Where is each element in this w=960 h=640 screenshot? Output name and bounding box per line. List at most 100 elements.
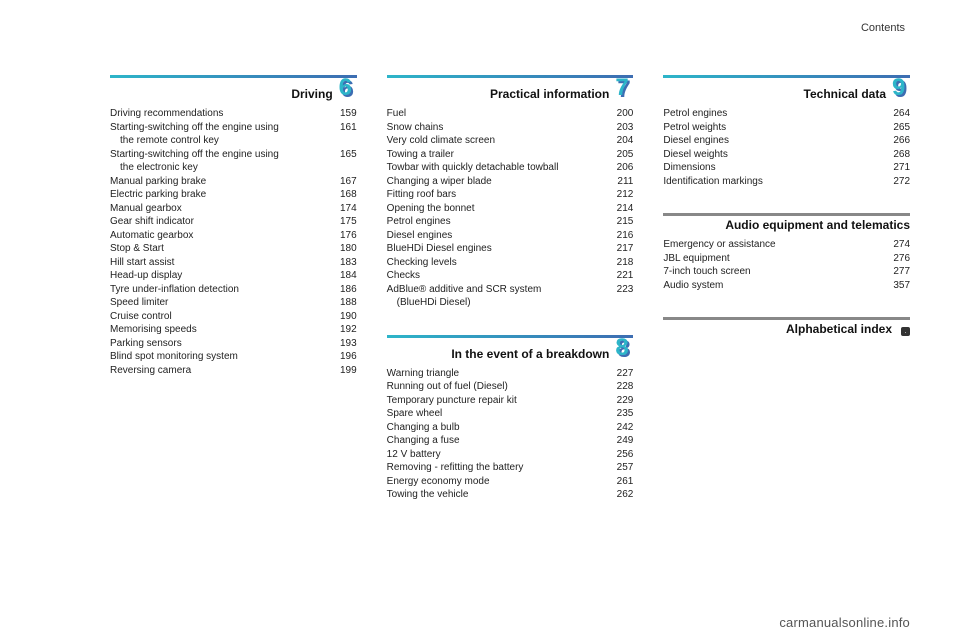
toc-entry[interactable]: Cruise control190 bbox=[110, 310, 357, 324]
toc-entry[interactable]: Driving recommendations159 bbox=[110, 107, 357, 121]
toc-entry-title: Head-up display bbox=[110, 269, 327, 283]
toc-entry[interactable]: 12 V battery256 bbox=[387, 448, 634, 462]
toc-entry[interactable]: Changing a fuse249 bbox=[387, 434, 634, 448]
toc-entry[interactable]: Starting-switching off the engine usingt… bbox=[110, 121, 357, 148]
toc-entry[interactable]: Checking levels218 bbox=[387, 256, 634, 270]
toc-entry[interactable]: Energy economy mode261 bbox=[387, 475, 634, 489]
toc-entry[interactable]: Emergency or assistance274 bbox=[663, 238, 910, 252]
chapter-number-fg: 7 bbox=[615, 74, 628, 102]
toc-entry-title: Opening the bonnet bbox=[387, 202, 604, 216]
toc-entry-title: AdBlue® additive and SCR system(BlueHDi … bbox=[387, 283, 604, 310]
toc-entry-title: Checking levels bbox=[387, 256, 604, 270]
toc-entry[interactable]: Audio system357 bbox=[663, 279, 910, 293]
toc-entry-title: Parking sensors bbox=[110, 337, 327, 351]
toc-entry[interactable]: Gear shift indicator175 bbox=[110, 215, 357, 229]
toc-entry-title: Warning triangle bbox=[387, 367, 604, 381]
toc-entry[interactable]: Manual parking brake167 bbox=[110, 175, 357, 189]
toc-entry-title: Diesel engines bbox=[663, 134, 880, 148]
toc-entry[interactable]: Parking sensors193 bbox=[110, 337, 357, 351]
toc-entry-page: 205 bbox=[603, 148, 633, 162]
toc-entry[interactable]: Warning triangle227 bbox=[387, 367, 634, 381]
toc-entry[interactable]: Petrol engines215 bbox=[387, 215, 634, 229]
section-rule bbox=[663, 317, 910, 320]
toc-entry-title: Speed limiter bbox=[110, 296, 327, 310]
toc-entry-page: 184 bbox=[327, 269, 357, 283]
toc-entry-title: Very cold climate screen bbox=[387, 134, 604, 148]
chapter-number-fg: 8 bbox=[615, 334, 628, 362]
toc-entry[interactable]: Very cold climate screen204 bbox=[387, 134, 634, 148]
toc-entry-page: 265 bbox=[880, 121, 910, 135]
toc-entry[interactable]: Diesel engines216 bbox=[387, 229, 634, 243]
toc-entry[interactable]: BlueHDi Diesel engines217 bbox=[387, 242, 634, 256]
toc-entry[interactable]: Towbar with quickly detachable towball20… bbox=[387, 161, 634, 175]
toc-entry[interactable]: Diesel weights268 bbox=[663, 148, 910, 162]
toc-entry[interactable]: Snow chains203 bbox=[387, 121, 634, 135]
toc-entry-title: Memorising speeds bbox=[110, 323, 327, 337]
toc-entry-title-cont: (BlueHDi Diesel) bbox=[387, 296, 590, 310]
toc-entry[interactable]: Removing - refitting the battery257 bbox=[387, 461, 634, 475]
toc-entry-title: JBL equipment bbox=[663, 252, 880, 266]
toc-entry-page: 264 bbox=[880, 107, 910, 121]
toc-entry[interactable]: Petrol engines264 bbox=[663, 107, 910, 121]
toc-entry[interactable]: Stop & Start180 bbox=[110, 242, 357, 256]
column: Technical data99 Petrol engines264Petrol … bbox=[663, 75, 910, 527]
toc-entry[interactable]: Manual gearbox174 bbox=[110, 202, 357, 216]
toc-entry[interactable]: Speed limiter188 bbox=[110, 296, 357, 310]
toc-entry-page: 228 bbox=[603, 380, 633, 394]
section-head: In the event of a breakdown88 bbox=[387, 335, 634, 361]
toc-entry-page: 180 bbox=[327, 242, 357, 256]
toc-entry[interactable]: Changing a wiper blade211 bbox=[387, 175, 634, 189]
toc-entry[interactable]: Hill start assist183 bbox=[110, 256, 357, 270]
toc-entry[interactable]: AdBlue® additive and SCR system(BlueHDi … bbox=[387, 283, 634, 310]
toc-entry[interactable]: Tyre under-inflation detection186 bbox=[110, 283, 357, 297]
toc-entry[interactable]: Identification markings272 bbox=[663, 175, 910, 189]
chapter-number: 88 bbox=[615, 334, 639, 358]
toc-entry[interactable]: Opening the bonnet214 bbox=[387, 202, 634, 216]
toc-entry[interactable]: Head-up display184 bbox=[110, 269, 357, 283]
section-rule bbox=[663, 75, 910, 78]
section-head: Technical data99 bbox=[663, 75, 910, 101]
toc-entry[interactable]: Blind spot monitoring system196 bbox=[110, 350, 357, 364]
toc-entry[interactable]: Fitting roof bars212 bbox=[387, 188, 634, 202]
toc-entry[interactable]: Reversing camera199 bbox=[110, 364, 357, 378]
toc-entry-title: Towing a trailer bbox=[387, 148, 604, 162]
toc-entry-title: Starting-switching off the engine usingt… bbox=[110, 148, 327, 175]
toc-entry[interactable]: Diesel engines266 bbox=[663, 134, 910, 148]
toc-entry[interactable]: Temporary puncture repair kit229 bbox=[387, 394, 634, 408]
toc-entry[interactable]: Automatic gearbox176 bbox=[110, 229, 357, 243]
toc-entry[interactable]: Spare wheel235 bbox=[387, 407, 634, 421]
toc-entry[interactable]: Starting-switching off the engine usingt… bbox=[110, 148, 357, 175]
toc-entry[interactable]: Fuel200 bbox=[387, 107, 634, 121]
toc-entry[interactable]: JBL equipment276 bbox=[663, 252, 910, 266]
toc-section: Audio equipment and telematicsEmergency … bbox=[663, 213, 910, 292]
toc-entry-title: Gear shift indicator bbox=[110, 215, 327, 229]
toc-entry[interactable]: Dimensions271 bbox=[663, 161, 910, 175]
section-rule bbox=[110, 75, 357, 78]
toc-entry-page: 176 bbox=[327, 229, 357, 243]
toc-entry-title: Identification markings bbox=[663, 175, 880, 189]
toc-entry[interactable]: 7-inch touch screen277 bbox=[663, 265, 910, 279]
toc-entry-title: Changing a wiper blade bbox=[387, 175, 604, 189]
chapter-number: 77 bbox=[615, 74, 639, 98]
toc-entry[interactable]: Changing a bulb242 bbox=[387, 421, 634, 435]
toc-entry-title: Starting-switching off the engine usingt… bbox=[110, 121, 327, 148]
section-head: Practical information77 bbox=[387, 75, 634, 101]
page-header-label: Contents bbox=[861, 22, 905, 34]
toc-entry-title: Snow chains bbox=[387, 121, 604, 135]
toc-entry-page: 183 bbox=[327, 256, 357, 270]
toc-entry[interactable]: Checks221 bbox=[387, 269, 634, 283]
toc-entry-title: Fuel bbox=[387, 107, 604, 121]
toc-section: Alphabetical index. bbox=[663, 317, 910, 336]
section-title: Practical information bbox=[490, 87, 609, 101]
toc-entry[interactable]: Memorising speeds192 bbox=[110, 323, 357, 337]
toc-entry-page: 214 bbox=[603, 202, 633, 216]
toc-entry-title: Hill start assist bbox=[110, 256, 327, 270]
toc-entry[interactable]: Towing the vehicle262 bbox=[387, 488, 634, 502]
toc-entry-page: 200 bbox=[603, 107, 633, 121]
toc-entry[interactable]: Petrol weights265 bbox=[663, 121, 910, 135]
toc-entry-title: Blind spot monitoring system bbox=[110, 350, 327, 364]
toc-entry[interactable]: Towing a trailer205 bbox=[387, 148, 634, 162]
section-title: Driving bbox=[291, 87, 332, 101]
toc-entry[interactable]: Electric parking brake168 bbox=[110, 188, 357, 202]
toc-entry[interactable]: Running out of fuel (Diesel)228 bbox=[387, 380, 634, 394]
